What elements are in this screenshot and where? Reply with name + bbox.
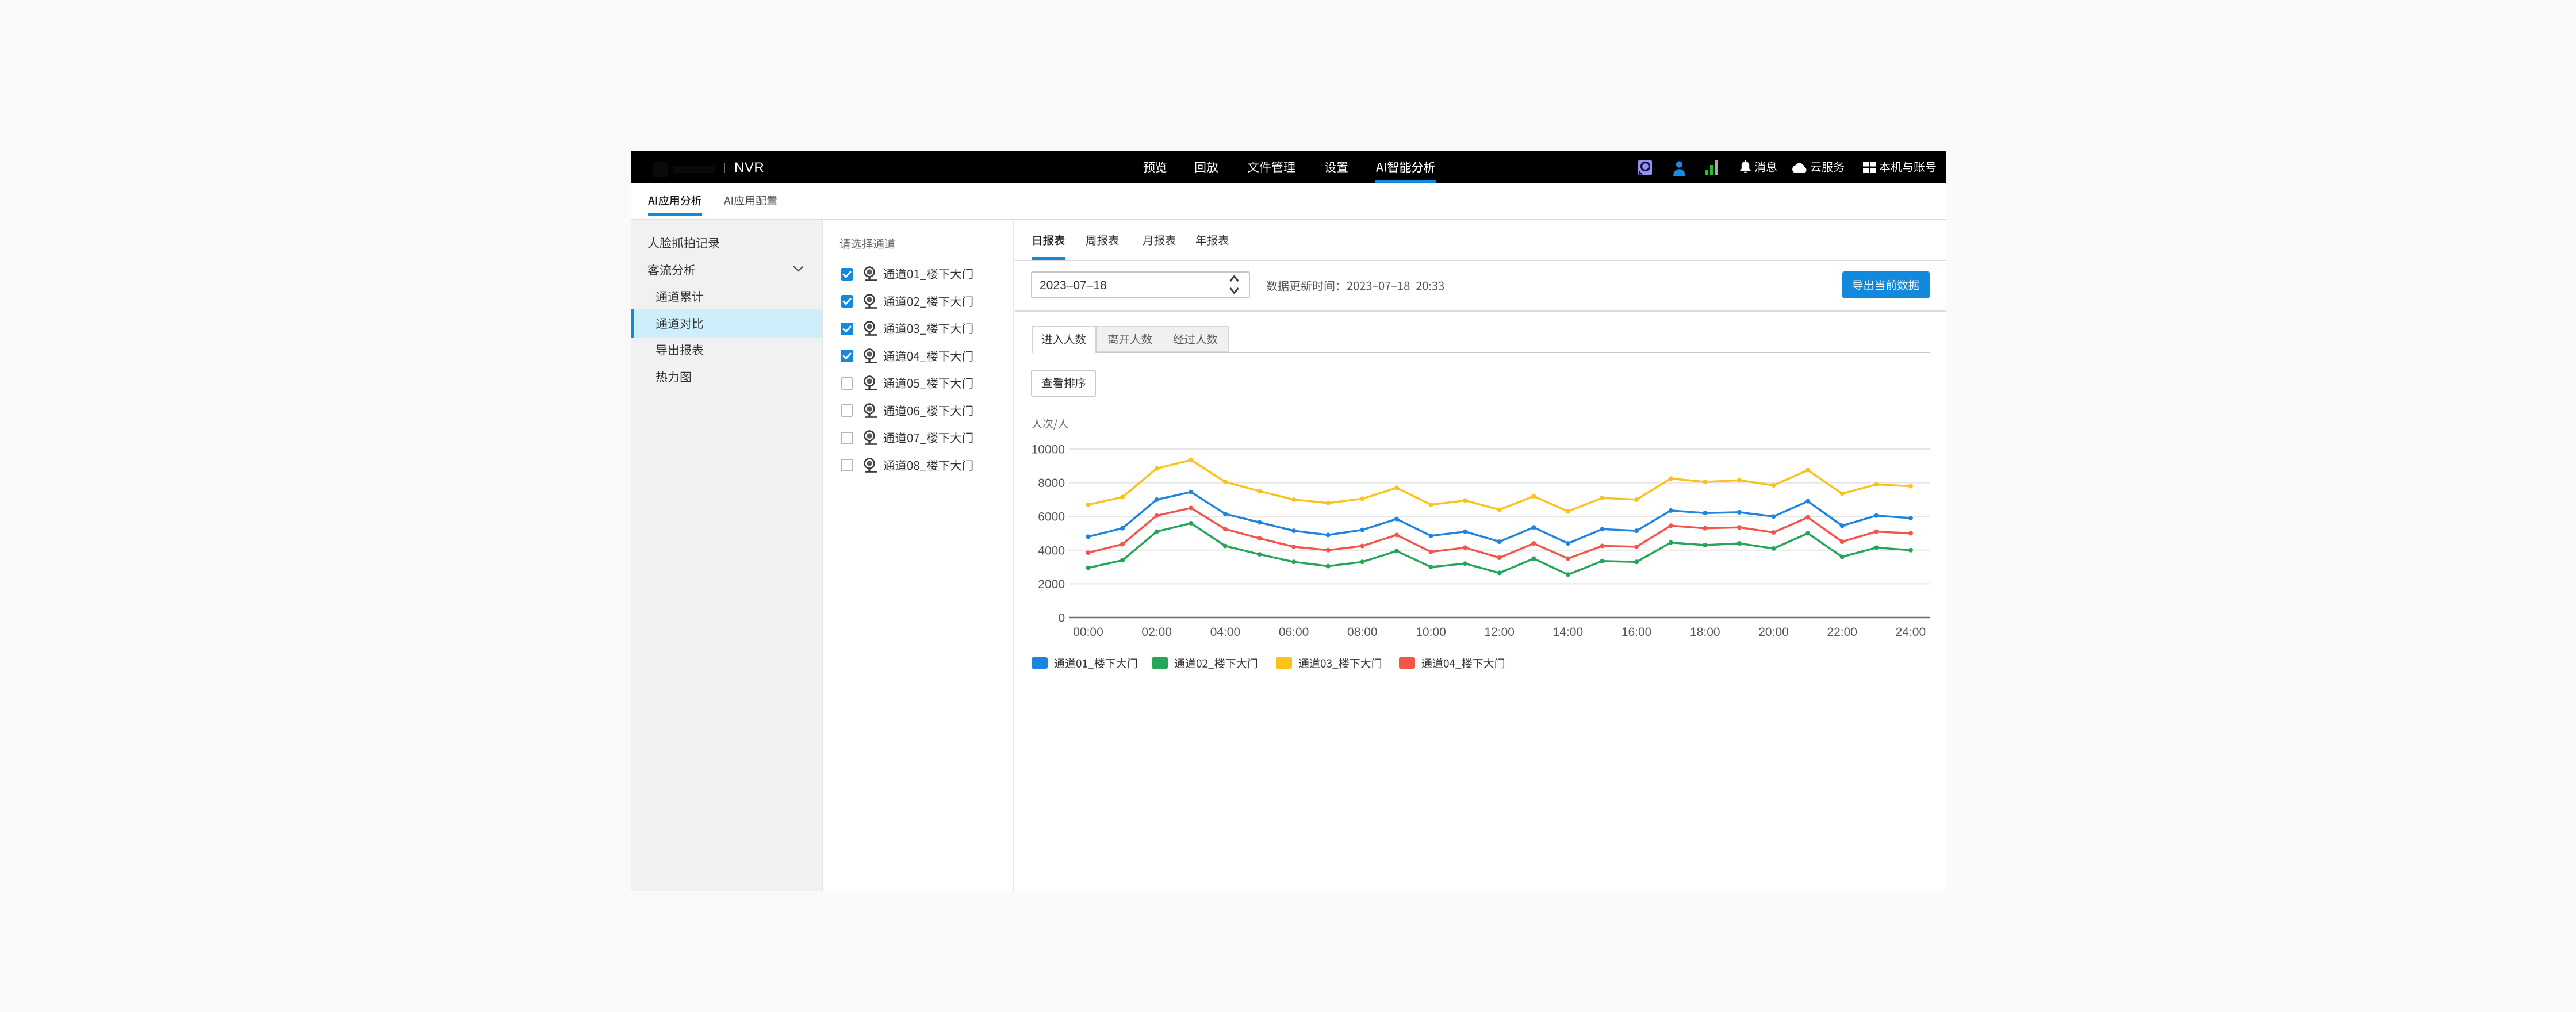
svg-text:02:00: 02:00: [1141, 626, 1172, 639]
svg-text:12:00: 12:00: [1484, 626, 1515, 639]
svg-text:20:00: 20:00: [1758, 626, 1789, 639]
svg-text:10:00: 10:00: [1416, 626, 1446, 639]
svg-text:22:00: 22:00: [1827, 626, 1857, 639]
svg-text:06:00: 06:00: [1279, 626, 1309, 639]
svg-text:18:00: 18:00: [1690, 626, 1720, 639]
svg-text:16:00: 16:00: [1621, 626, 1652, 639]
svg-text:6000: 6000: [1038, 511, 1065, 524]
svg-text:08:00: 08:00: [1347, 626, 1378, 639]
svg-text:0: 0: [1058, 612, 1065, 625]
svg-text:24:00: 24:00: [1896, 626, 1926, 639]
svg-text:8000: 8000: [1038, 477, 1065, 490]
svg-text:14:00: 14:00: [1553, 626, 1584, 639]
svg-text:00:00: 00:00: [1073, 626, 1103, 639]
svg-text:4000: 4000: [1038, 544, 1065, 557]
svg-text:2000: 2000: [1038, 578, 1065, 591]
svg-text:10000: 10000: [1032, 443, 1065, 457]
svg-text:04:00: 04:00: [1210, 626, 1241, 639]
